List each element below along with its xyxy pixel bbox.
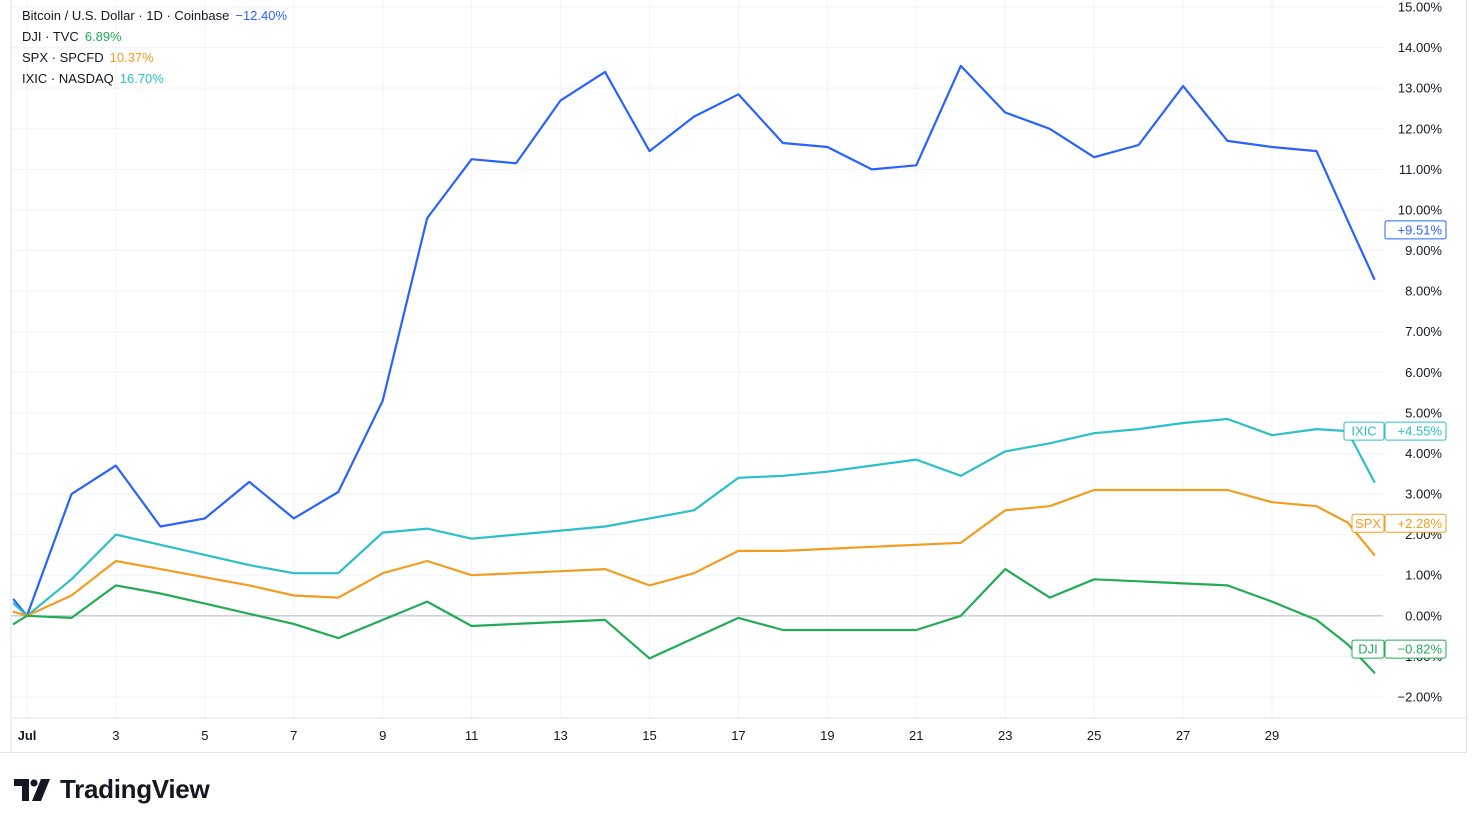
x-tick-label: 25 (1087, 728, 1101, 743)
x-tick-label: 3 (112, 728, 119, 743)
series-label-box (1343, 421, 1385, 441)
legend-item-spx[interactable]: SPX · SPCFD 10.37% (22, 47, 287, 68)
y-tick-label: 7.00% (1405, 324, 1442, 339)
series-label-box (1351, 513, 1385, 533)
series-line-ixic (12, 417, 1376, 617)
x-tick-label: 7 (290, 728, 297, 743)
legend-item-ixic[interactable]: IXIC · NASDAQ 16.70% (22, 68, 287, 89)
legend-ixic-value: 16.70% (119, 71, 164, 86)
y-tick-label: 5.00% (1405, 405, 1442, 420)
series-label: DJI (1358, 642, 1378, 657)
x-tick-label: 11 (465, 728, 479, 743)
series-line-btc (12, 64, 1376, 617)
price-tag-value: +4.55% (1398, 424, 1443, 439)
chart-area[interactable]: 15.00% 14.00% 13.00% 12.00% 11.00% 10.00% 9.00… (0, 0, 1467, 753)
y-tick-label: 10.00% (1398, 202, 1443, 217)
legend-btc-name: Bitcoin / U.S. Dollar · 1D · Coinbase (22, 8, 230, 23)
x-tick-label: 17 (731, 728, 745, 743)
price-tag-box (1384, 639, 1447, 659)
x-tick-label: 21 (909, 728, 923, 743)
series-label: IXIC (1351, 424, 1376, 439)
y-tick-label: −2.00% (1398, 690, 1443, 705)
legend-ixic-name: IXIC · NASDAQ (22, 71, 114, 86)
y-tick-label: 9.00% (1405, 243, 1442, 258)
y-tick-label: 12.00% (1398, 121, 1443, 136)
tradingview-logo[interactable]: TradingView (14, 774, 210, 805)
series-label-box (1351, 639, 1385, 659)
legend: Bitcoin / U.S. Dollar · 1D · Coinbase −12… (22, 5, 287, 89)
x-tick-label: 15 (642, 728, 656, 743)
legend-dji-value: 6.89% (84, 29, 122, 44)
price-tag-value: −0.82% (1398, 642, 1443, 657)
y-tick-label: 15.00% (1398, 0, 1443, 15)
legend-item-dji[interactable]: DJI · TVC 6.89% (22, 26, 287, 47)
price-tag-box (1384, 513, 1447, 533)
x-tick-label: 5 (201, 728, 208, 743)
y-tick-label: 4.00% (1405, 446, 1442, 461)
series-line-spx (12, 488, 1376, 617)
legend-dji-name: DJI · TVC (22, 29, 79, 44)
x-tick-label: Jul (18, 728, 37, 743)
legend-spx-value: 10.37% (109, 50, 154, 65)
chart-svg[interactable]: 15.00% 14.00% 13.00% 12.00% 11.00% 10.00% 9.00… (0, 0, 1466, 752)
y-tick-label: 3.00% (1405, 487, 1442, 502)
x-tick-label: 27 (1176, 728, 1190, 743)
x-tick-label: 23 (998, 728, 1012, 743)
x-tick-label: 13 (553, 728, 567, 743)
x-tick-label: 29 (1265, 728, 1279, 743)
y-tick-label: 11.00% (1399, 162, 1443, 177)
brand-name: TradingView (60, 774, 210, 804)
series-label: SPX (1355, 516, 1381, 531)
y-tick-label: 8.00% (1405, 284, 1442, 299)
y-tick-label: 0.00% (1405, 608, 1442, 623)
price-tag-value: +9.51% (1398, 222, 1443, 237)
legend-spx-name: SPX · SPCFD (22, 50, 104, 65)
x-tick-label: 19 (820, 728, 834, 743)
y-tick-label: 1.00% (1405, 568, 1442, 583)
y-tick-label: 14.00% (1398, 40, 1443, 55)
y-tick-label: 6.00% (1405, 365, 1442, 380)
legend-btc-value: −12.40% (235, 8, 288, 23)
y-tick-label: 13.00% (1398, 81, 1443, 96)
x-tick-label: 9 (379, 728, 386, 743)
legend-item-btc[interactable]: Bitcoin / U.S. Dollar · 1D · Coinbase −12… (22, 5, 287, 26)
price-tag-box (1384, 220, 1447, 240)
price-tag-box (1384, 421, 1447, 441)
tradingview-logo-icon (14, 778, 50, 801)
price-tag-value: +2.28% (1398, 516, 1443, 531)
series-line-dji (12, 567, 1376, 674)
